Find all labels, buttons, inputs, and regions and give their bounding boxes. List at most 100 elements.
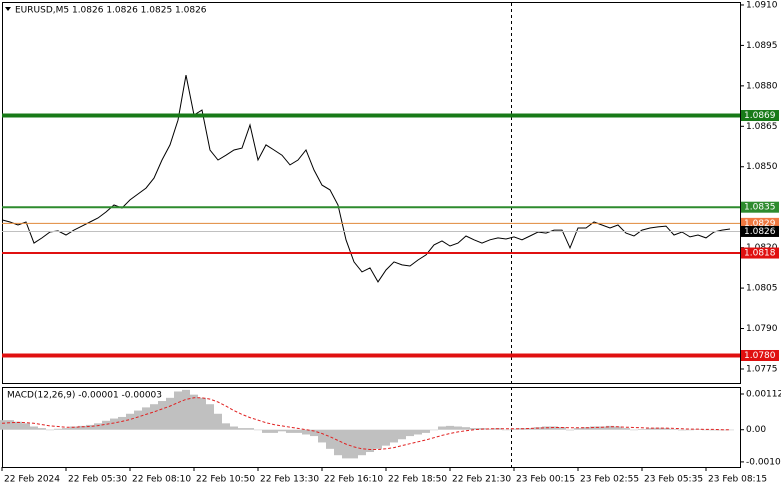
macd-bar (590, 426, 598, 430)
macd-bar (238, 428, 246, 430)
macd-bar (126, 413, 134, 430)
x-tick-label: 23 Feb 08:15 (708, 475, 767, 485)
macd-bar (62, 428, 70, 430)
macd-bar (246, 428, 254, 430)
macd-bar (446, 425, 454, 430)
level-label: 1.0835 (744, 203, 776, 213)
price-line (1, 75, 731, 283)
macd-bar (622, 428, 630, 430)
macd-bar (326, 429, 334, 449)
macd-bar (334, 429, 342, 456)
macd-bar (670, 429, 678, 430)
macd-bar (502, 429, 510, 431)
level-label: 1.0818 (744, 249, 776, 259)
macd-bar (454, 426, 462, 430)
macd-bar (646, 428, 654, 430)
macd-bar (310, 429, 318, 437)
macd-bar (30, 426, 38, 430)
macd-bar (638, 429, 646, 430)
macd-bar (70, 426, 78, 430)
y-tick-label: -0.00101 (746, 457, 781, 467)
macd-bar (22, 423, 30, 430)
macd-bar (606, 425, 614, 430)
x-tick-label: 22 Feb 16:10 (324, 475, 383, 485)
y-tick-label: 1.0895 (746, 41, 778, 51)
macd-bar (142, 407, 150, 430)
macd-bar (614, 426, 622, 430)
macd-bar (230, 426, 238, 430)
level-label: 1.0780 (744, 351, 776, 361)
macd-bar (118, 416, 126, 430)
x-tick-label: 22 Feb 2024 (4, 475, 60, 485)
price-header: EURUSD,M5 1.0826 1.0826 1.0825 1.0826 (15, 6, 207, 16)
macd-bar (54, 428, 62, 430)
y-tick-label: 1.0865 (746, 122, 778, 132)
macd-bar (206, 404, 214, 430)
macd-bar (190, 394, 198, 430)
macd-bar (630, 429, 638, 431)
macd-bar (510, 428, 518, 430)
macd-bar (710, 429, 718, 431)
macd-bar (398, 429, 406, 440)
level-label-box (741, 217, 779, 229)
level-label-box (741, 201, 779, 213)
signal-line (1, 397, 730, 450)
macd-bar (526, 428, 534, 430)
macd-bar (14, 421, 22, 430)
macd-bar (390, 429, 398, 443)
macd-bar (150, 404, 158, 430)
macd-bar (662, 428, 670, 430)
macd-bar (358, 429, 366, 456)
macd-bar (182, 389, 190, 430)
macd-bar (38, 428, 46, 430)
macd-bar (470, 428, 478, 430)
macd-bar (582, 427, 590, 430)
x-tick-label: 23 Feb 00:15 (516, 475, 575, 485)
macd-bar (422, 429, 430, 433)
macd-bar (134, 410, 142, 430)
macd-bar (158, 401, 166, 430)
macd-bar (46, 429, 54, 431)
macd-bar (174, 391, 182, 430)
macd-bar (598, 426, 606, 430)
macd-bar (574, 428, 582, 430)
level-label: 1.0869 (744, 111, 776, 121)
macd-bar (486, 428, 494, 430)
macd-bar (366, 429, 374, 453)
macd-bar (262, 429, 270, 433)
y-tick-label: 1.0850 (746, 162, 778, 172)
macd-bar (438, 426, 446, 430)
macd-bar (302, 429, 310, 435)
x-tick-label: 22 Feb 08:10 (132, 475, 191, 485)
level-label-box (741, 110, 779, 122)
macd-bar (254, 429, 262, 431)
y-tick-label: 1.0805 (746, 284, 778, 294)
y-tick-label: 0.00112 (746, 390, 781, 400)
macd-bar (550, 426, 558, 430)
x-tick-label: 22 Feb 21:30 (452, 475, 511, 485)
x-tick-label: 23 Feb 05:35 (644, 475, 703, 485)
macd-bar (214, 413, 222, 430)
y-tick-label: 1.0880 (746, 81, 778, 91)
y-tick-label: 1.0790 (746, 324, 778, 334)
macd-bar (430, 429, 438, 431)
level-label: 1.0826 (744, 227, 776, 237)
macd-bar (374, 429, 382, 449)
macd-bar (406, 429, 414, 437)
macd-bar (686, 429, 694, 431)
macd-bar (294, 429, 302, 433)
macd-bar (318, 429, 326, 443)
macd-bar (462, 427, 470, 430)
macd-bar (6, 420, 14, 430)
y-tick-label: 1.0775 (746, 364, 778, 374)
macd-bar (166, 397, 174, 430)
x-tick-label: 22 Feb 18:50 (388, 475, 447, 485)
price-panel-frame (2, 2, 741, 384)
macd-bar (78, 425, 86, 430)
menu-arrow (5, 7, 11, 11)
macd-bar (270, 429, 278, 433)
macd-bar (654, 427, 662, 430)
macd-bar (702, 429, 710, 431)
